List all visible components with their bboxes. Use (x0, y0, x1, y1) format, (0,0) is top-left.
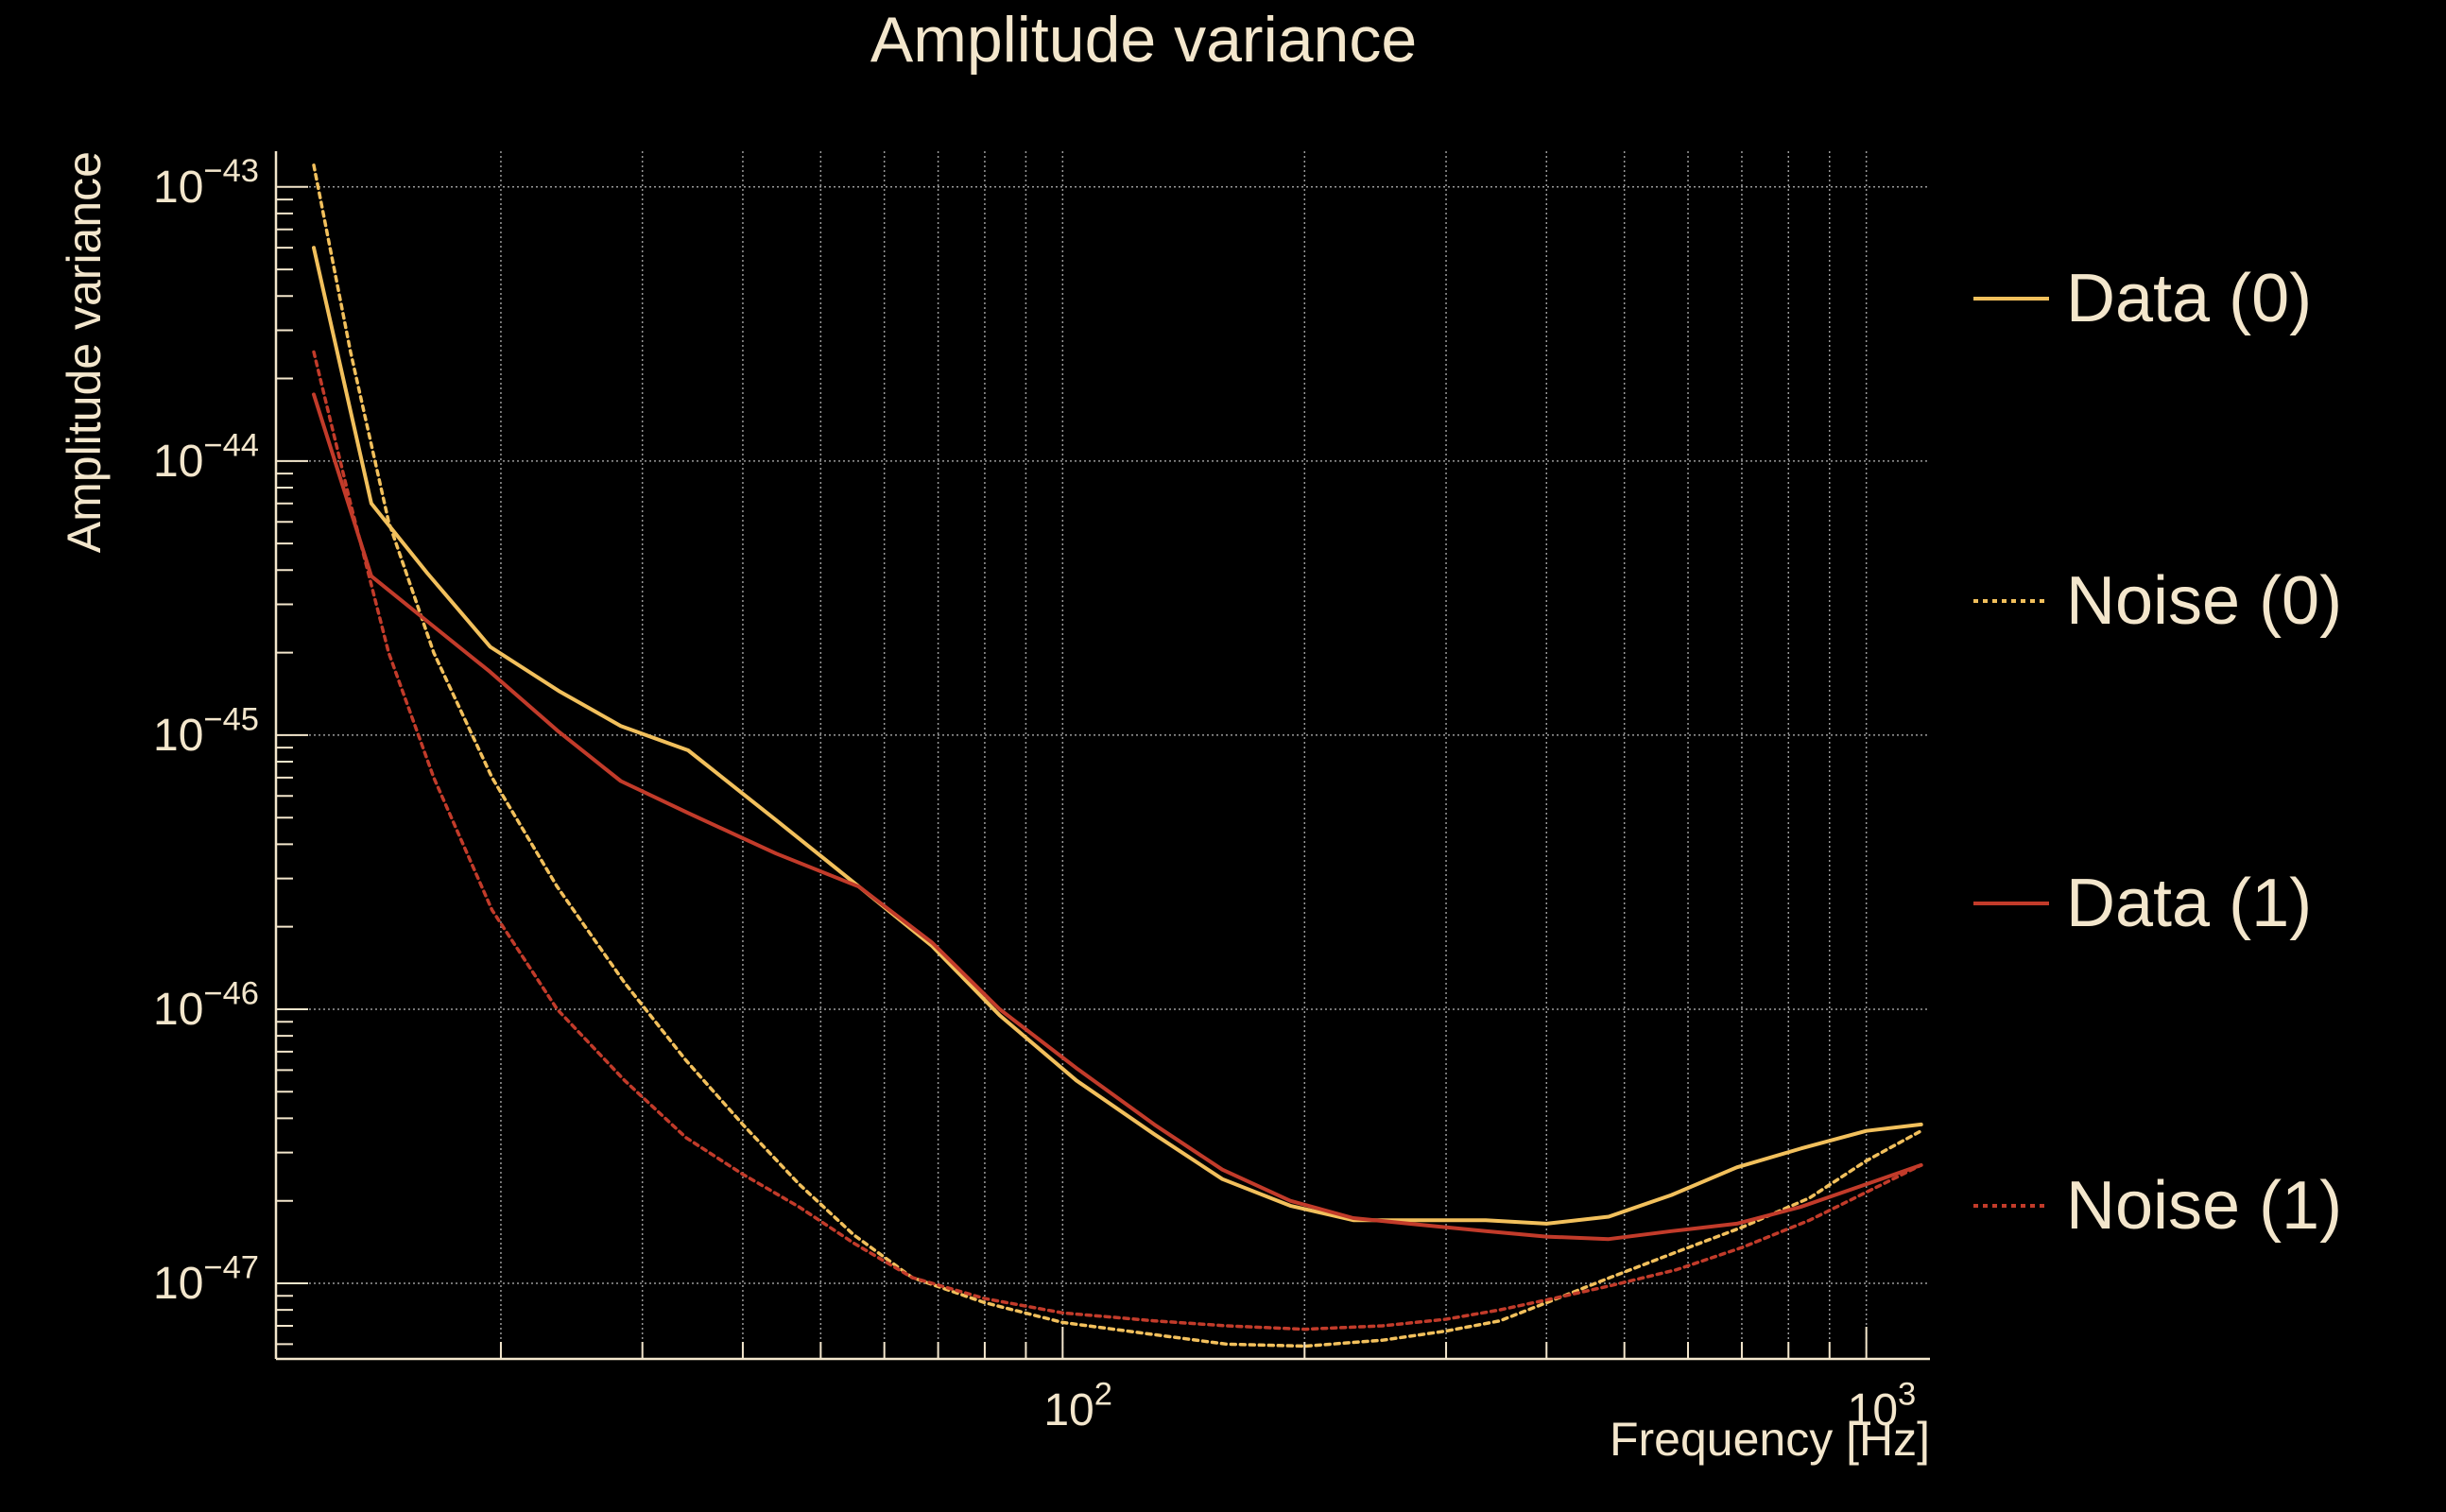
series-line-1 (312, 246, 1923, 1226)
x-tick-labels: 102 103 (1043, 1376, 1916, 1435)
series-line-4 (312, 350, 1923, 1332)
legend-label-3: Data (1) (2066, 866, 2312, 941)
grid (276, 151, 1930, 1359)
series-line-3 (312, 392, 1923, 1242)
series-group (312, 163, 1923, 1349)
axes (274, 151, 1930, 1361)
x-axis-label: Frequency [Hz] (1610, 1413, 1930, 1466)
y-tick-label: 10−46 (153, 975, 259, 1035)
y-tick-label: 10−43 (153, 153, 259, 213)
y-tick-label: 10−44 (153, 427, 259, 487)
x-tick-label: 102 (1043, 1376, 1112, 1435)
legend-label-1: Data (0) (2066, 261, 2312, 336)
y-axis-label: Amplitude variance (58, 151, 111, 553)
legend: Data (0) Noise (0) Data (1) Noise (1) (1973, 261, 2342, 1244)
legend-label-2: Noise (0) (2066, 563, 2342, 639)
series-line-2 (312, 163, 1923, 1349)
legend-label-4: Noise (1) (2066, 1168, 2342, 1244)
y-tick-labels: 10−43 10−44 10−45 10−46 10−47 (153, 153, 259, 1309)
chart-title: Amplitude variance (870, 4, 1417, 76)
x-tick-label: 103 (1848, 1376, 1917, 1435)
y-tick-label: 10−47 (153, 1249, 259, 1309)
y-tick-label: 10−45 (153, 701, 259, 761)
